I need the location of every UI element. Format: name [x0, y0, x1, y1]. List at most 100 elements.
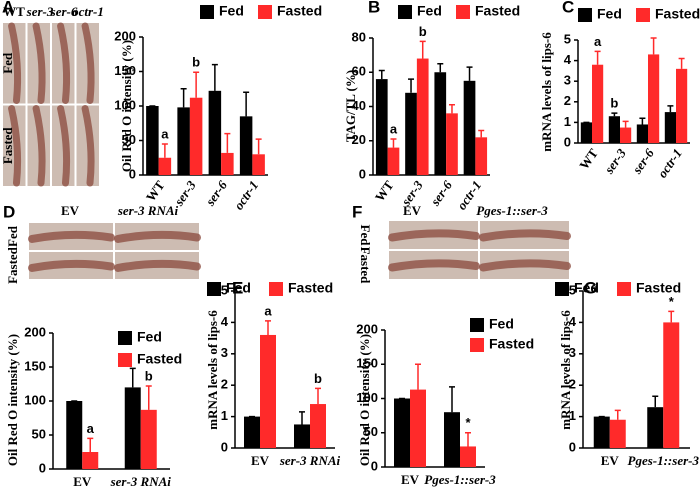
- legend-label: Fasted: [475, 3, 520, 19]
- legend-swatch: [398, 5, 412, 19]
- bar: [444, 412, 460, 467]
- annotation: b: [192, 55, 200, 70]
- image-row-label: Fed: [0, 52, 15, 74]
- image-row-label: Fed: [358, 225, 373, 247]
- error-bar: [419, 40, 426, 59]
- x-tick-label: octr-1: [654, 146, 685, 181]
- panel-letter: C: [562, 0, 574, 16]
- image-row-label: Fasted: [358, 247, 373, 285]
- legend-label: Fed: [574, 280, 599, 296]
- bar: [416, 58, 429, 175]
- legend-label: Fasted: [137, 351, 182, 367]
- x-tick-label: EV: [73, 474, 92, 489]
- panel-letter: D: [3, 202, 15, 221]
- x-tick-label: ser-3: [601, 145, 629, 177]
- error-bar: [299, 411, 305, 425]
- error-bar: [668, 310, 675, 323]
- y-axis-label: mRNA levels of lips-6: [205, 310, 220, 430]
- worm: [32, 105, 46, 187]
- error-bar: [315, 387, 321, 405]
- error-bar: [652, 395, 659, 408]
- bar: [394, 398, 410, 467]
- panel: AWT ser-3ser-6octr-1FedFasted050100150200…: [0, 0, 322, 212]
- annotation: a: [87, 421, 95, 436]
- error-bar: [611, 112, 618, 117]
- image-column-label: Pges-1::ser-3: [476, 203, 548, 218]
- y-tick-label: 3: [569, 345, 576, 360]
- y-tick-label: 2: [564, 93, 571, 108]
- x-tick-label: WT: [372, 178, 397, 205]
- y-tick-label: 100: [356, 390, 378, 405]
- y-tick-label: 5: [221, 282, 228, 297]
- error-bar: [667, 105, 674, 113]
- legend-swatch: [555, 282, 569, 296]
- legend-swatch: [269, 282, 283, 296]
- y-tick-label: 150: [356, 356, 378, 371]
- error-bar: [678, 57, 685, 69]
- bar: [609, 419, 626, 448]
- worm: [388, 229, 480, 242]
- error-bar: [265, 320, 271, 335]
- y-tick-label: 4: [564, 52, 572, 67]
- legend-swatch: [118, 331, 132, 345]
- legend-swatch: [617, 282, 631, 296]
- bar: [294, 424, 310, 448]
- x-tick-label: EV: [251, 453, 270, 468]
- error-bar: [639, 117, 646, 125]
- y-tick-label: 0: [359, 166, 366, 181]
- y-tick-label: 80: [352, 29, 366, 44]
- x-tick-label: ser-3 RNAi: [110, 474, 172, 489]
- bar: [664, 112, 676, 143]
- panel: C 0 1 2 3 4 5 mRNA levels of lips-6 WT ser-3 ser-6…: [539, 0, 700, 180]
- y-tick-label: 100: [24, 392, 46, 407]
- worm: [8, 22, 22, 104]
- bar: [608, 116, 620, 143]
- error-bar: [255, 138, 262, 155]
- bar: [620, 127, 632, 143]
- bar: [252, 154, 265, 175]
- y-tick-label: 4: [221, 314, 229, 329]
- y-tick-label: 50: [32, 426, 46, 441]
- y-tick-label: 0: [39, 460, 46, 475]
- bar: [177, 107, 190, 175]
- y-tick-label: 60: [352, 64, 366, 79]
- x-tick-label: ser-6: [427, 177, 455, 209]
- image-column-label: ser-6: [50, 4, 78, 19]
- panel-letter: A: [2, 0, 14, 16]
- error-bar: [193, 71, 200, 98]
- error-bar: [466, 66, 473, 81]
- bar: [648, 54, 660, 143]
- bar: [158, 157, 172, 175]
- y-axis-label: Oil Red O intensity (%): [119, 40, 134, 172]
- bar: [676, 68, 688, 143]
- image-column-label: ser-3: [26, 4, 54, 19]
- legend-label: Fed: [597, 6, 622, 22]
- annotation: a: [390, 121, 398, 136]
- legend-swatch: [258, 5, 272, 19]
- y-tick-label: 0: [564, 134, 571, 149]
- worm: [32, 22, 46, 104]
- y-tick-label: 5: [569, 282, 576, 297]
- legend-label: Fed: [137, 329, 162, 345]
- y-tick-label: 200: [24, 324, 46, 339]
- legend-swatch: [470, 318, 484, 332]
- image-column-label: ser-3 RNAi: [117, 203, 179, 218]
- y-tick-label: 5: [564, 31, 571, 46]
- error-bar: [145, 385, 152, 410]
- y-tick-label: 2: [221, 377, 228, 392]
- y-tick-label: 20: [352, 132, 366, 147]
- error-bar: [449, 386, 455, 413]
- error-bar: [594, 50, 601, 65]
- error-bar: [129, 367, 136, 388]
- y-tick-label: 40: [352, 98, 366, 113]
- x-tick-label: ser-6: [629, 145, 657, 177]
- annotation: b: [419, 24, 427, 39]
- x-tick-label: Pges-1::ser-3: [628, 453, 700, 468]
- error-bar: [211, 63, 218, 91]
- legend-label: Fed: [489, 316, 514, 332]
- bar: [647, 407, 664, 448]
- x-tick-label: ser-3 RNAi: [279, 453, 341, 468]
- annotation: b: [610, 96, 618, 111]
